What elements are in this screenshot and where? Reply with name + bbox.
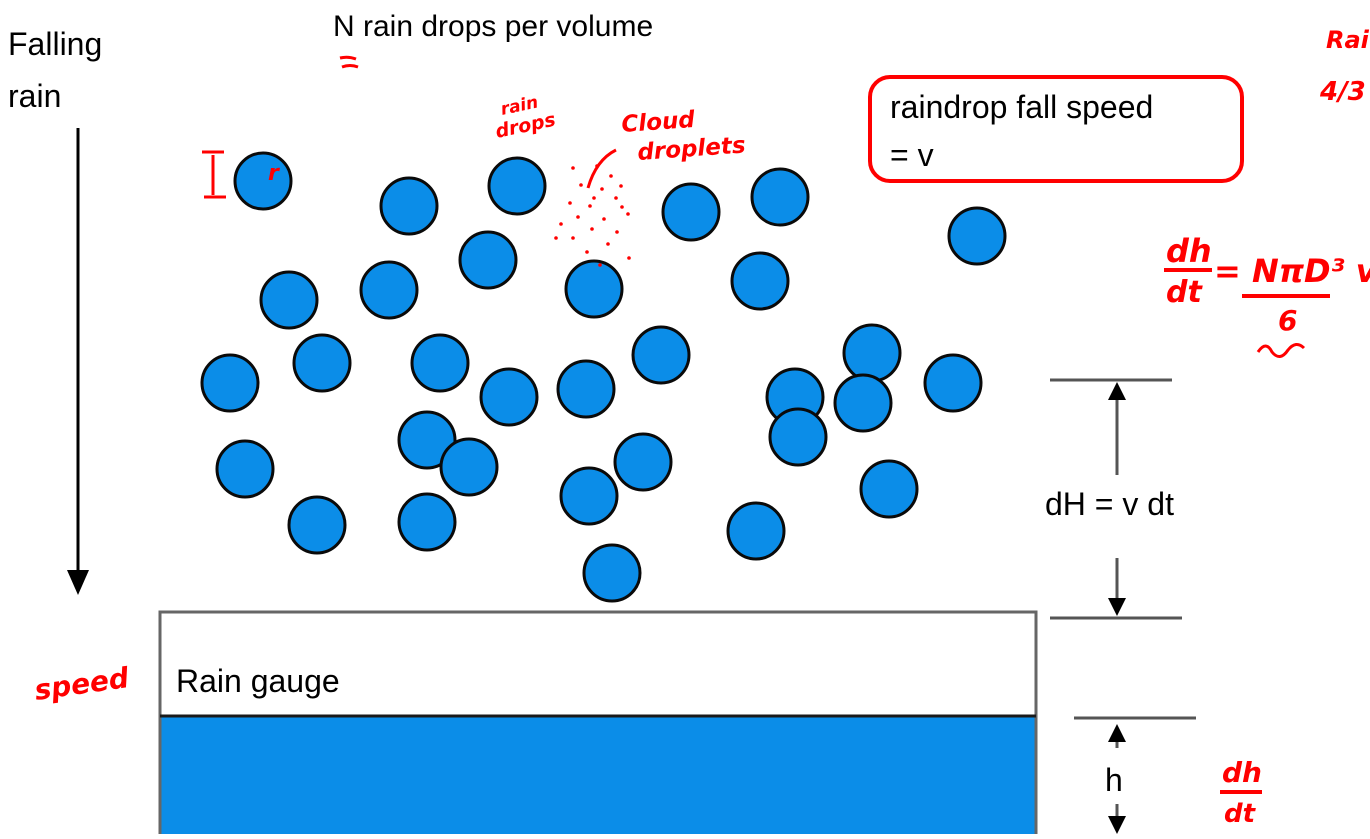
- radius-annotation: r: [268, 161, 280, 186]
- raindrop: [379, 176, 439, 236]
- cloud-droplet-dot: [592, 196, 596, 200]
- raindrop: [215, 439, 275, 499]
- raindrop: [859, 459, 919, 519]
- raindrop: [564, 259, 624, 319]
- cloud-droplet-dot: [606, 242, 610, 246]
- raindrop: [556, 359, 616, 419]
- dh-dt-small-annotation: dh dt: [1220, 756, 1262, 829]
- raindrop: [661, 182, 721, 242]
- raindrop: [487, 156, 547, 216]
- rain-gauge-empty-section: [158, 610, 1038, 718]
- cloud-droplet-dot: [627, 256, 631, 260]
- rain-gauge-water: [158, 714, 1038, 839]
- radius-marker: [202, 150, 226, 199]
- cloud-droplet-dot: [585, 250, 589, 254]
- raindrop: [479, 367, 539, 427]
- equation-rhs-denominator: 6: [1278, 304, 1297, 337]
- fall-speed-highlight-box: [868, 75, 1244, 183]
- raindrop: [233, 151, 293, 211]
- raindrop: [397, 410, 457, 470]
- raindrop: [730, 251, 790, 311]
- falling-rain-label-line1: Falling: [8, 26, 102, 62]
- speed-annotation: speed: [32, 661, 131, 707]
- raindrop: [768, 407, 828, 467]
- cloud-droplet-dot: [588, 204, 592, 208]
- fall-speed-label-line1: raindrop fall speed: [890, 89, 1153, 125]
- cloud-droplet-dot: [576, 215, 580, 219]
- dh-small-numerator: dh: [1222, 756, 1262, 789]
- falling-rain-arrow: [67, 128, 89, 595]
- cloud-droplet-dot: [571, 166, 575, 170]
- raindrop: [631, 325, 691, 385]
- raindrop: [410, 333, 470, 393]
- raindrop: [559, 466, 619, 526]
- rain-gauge-label: Rain gauge: [176, 663, 340, 699]
- cloud-droplet-dot: [619, 184, 623, 188]
- raindrop: [947, 206, 1007, 266]
- cloud-droplet-dot: [615, 230, 619, 234]
- raindrop: [923, 353, 983, 413]
- equation-lhs-numerator: dh: [1166, 232, 1212, 270]
- cloud-droplet-dot: [571, 236, 575, 240]
- h-label: h: [1105, 762, 1123, 798]
- cloud-droplet-dot: [554, 236, 558, 240]
- rain-gauge: [158, 610, 1038, 839]
- equation-lhs-denominator: dt: [1166, 275, 1203, 310]
- cloud-droplet-dot: [579, 183, 583, 187]
- cloud-droplet-dot: [590, 227, 594, 231]
- raindrop: [750, 167, 810, 227]
- raindrop: [359, 260, 419, 320]
- raindrop: [287, 495, 347, 555]
- cloud-droplets-dots: [554, 164, 631, 267]
- cloud-droplets-pointer: [586, 148, 617, 189]
- cloud-droplet-dot: [600, 187, 604, 191]
- raindrop: [200, 353, 260, 413]
- raindrop: [842, 323, 902, 383]
- raindrop: [397, 492, 457, 552]
- raindrop: [613, 432, 673, 492]
- raindrop: [582, 543, 642, 603]
- raindrop: [439, 437, 499, 497]
- dH-label: dH = v dt: [1045, 486, 1174, 522]
- equation-annotation: dh dt = NπD³ v 6: [1164, 232, 1370, 358]
- cloud-droplets-annotation-line1: Cloud: [621, 107, 697, 138]
- cloud-droplet-dot: [614, 196, 618, 200]
- n-underline-mark: [339, 55, 359, 69]
- raindrop: [292, 333, 352, 393]
- cloud-droplet-dot: [609, 174, 613, 178]
- raindrops-group: [200, 151, 1007, 603]
- n-drops-label: N rain drops per volume: [333, 10, 653, 43]
- h-dimension: [1074, 716, 1196, 834]
- cloud-droplet-dot: [559, 222, 563, 226]
- fall-speed-label-line2: = v: [890, 137, 934, 173]
- falling-rain-label-line2: rain: [8, 78, 61, 114]
- raindrop: [259, 270, 319, 330]
- raindrop: [833, 373, 893, 433]
- dH-dimension: [1050, 378, 1182, 620]
- cloud-droplet-dot: [620, 205, 624, 209]
- raindrop: [726, 501, 786, 561]
- cloud-droplet-dot: [598, 263, 602, 267]
- cloud-droplet-dot: [626, 212, 630, 216]
- cloud-droplets-annotation-line2: droplets: [637, 132, 747, 165]
- rain-top-annotation: Rai: [1326, 26, 1370, 54]
- cloud-droplet-dot: [602, 217, 606, 221]
- equation-rhs-numerator: = NπD³ v: [1214, 252, 1370, 290]
- four-thirds-annotation: 4/3 π: [1319, 77, 1370, 107]
- cloud-droplet-dot: [568, 201, 572, 205]
- dh-small-denominator: dt: [1224, 799, 1257, 829]
- raindrop: [458, 230, 518, 290]
